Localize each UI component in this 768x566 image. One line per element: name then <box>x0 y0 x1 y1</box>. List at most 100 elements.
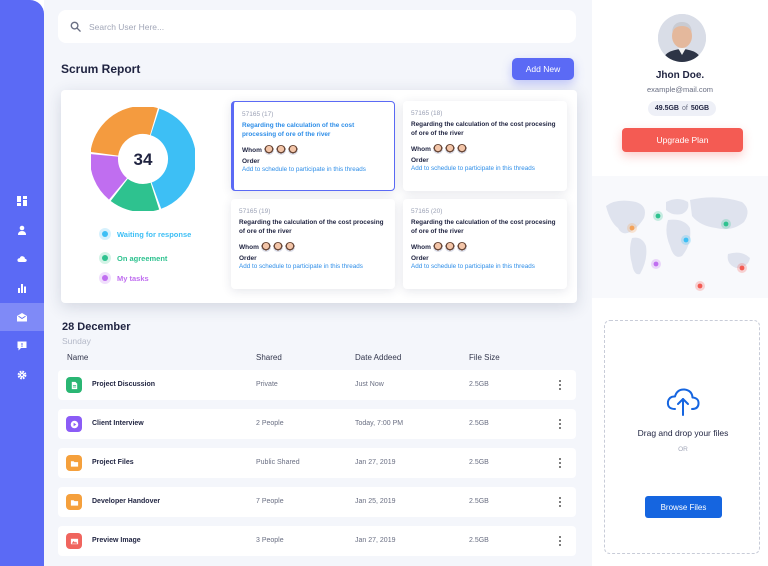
file-row[interactable]: Project Files Public Shared Jan 27, 2019… <box>58 448 576 478</box>
thread-card[interactable]: 57165 (19) Regarding the calculation of … <box>231 199 395 289</box>
play-icon <box>70 420 78 428</box>
file-name: Client Interview <box>92 420 144 427</box>
add-new-button[interactable]: Add New <box>512 58 574 80</box>
legend-dot <box>99 272 111 284</box>
chat-icon <box>17 341 27 351</box>
bar-chart-icon <box>18 284 26 293</box>
donut-segment-waiting <box>91 107 195 211</box>
file-size: 2.5GB <box>469 498 489 505</box>
nav-stats[interactable] <box>0 274 44 302</box>
column-header-shared[interactable]: Shared <box>256 353 282 362</box>
file-row[interactable]: Project Discussion Private Just Now 2.5G… <box>58 370 576 400</box>
more-options-icon[interactable] <box>557 378 563 392</box>
nav-user[interactable] <box>0 216 44 244</box>
map-markers <box>627 211 747 291</box>
scrum-report-panel: 34 Waiting for response On agreement My … <box>61 90 577 303</box>
search-icon <box>70 21 81 32</box>
schedule-link[interactable]: Add to schedule to participate in this t… <box>411 263 535 270</box>
avatar <box>287 145 298 155</box>
search-bar <box>58 10 576 43</box>
map-marker[interactable] <box>653 261 659 267</box>
file-shared: Public Shared <box>256 459 300 466</box>
map-marker[interactable] <box>655 213 661 219</box>
more-options-icon[interactable] <box>557 417 563 431</box>
map-marker[interactable] <box>683 237 689 243</box>
donut-segment-other <box>91 107 195 211</box>
file-row[interactable]: Developer Handover 7 People Jan 25, 2019… <box>58 487 576 517</box>
schedule-link[interactable]: Add to schedule to participate in this t… <box>242 166 366 173</box>
file-row[interactable]: Preview Image 3 People Jan 27, 2019 2.5G… <box>58 526 576 556</box>
thread-card[interactable]: 57165 (18) Regarding the calculation of … <box>403 101 567 191</box>
legend-waiting: Waiting for response <box>99 228 191 240</box>
map-marker[interactable] <box>723 221 729 227</box>
file-date: Just Now <box>355 381 384 388</box>
thread-card[interactable]: 57165 (20) Regarding the calculation of … <box>403 199 567 289</box>
storage-total: 50GB <box>690 105 710 112</box>
schedule-link[interactable]: Add to schedule to participate in this t… <box>411 165 535 172</box>
more-options-icon[interactable] <box>557 534 563 548</box>
files-date: 28 December <box>62 321 131 333</box>
browse-files-button[interactable]: Browse Files <box>645 496 722 518</box>
thread-title: Regarding the calculation of the cost pr… <box>411 219 556 235</box>
or-separator: OR <box>678 446 688 453</box>
thread-id: 57165 (18) <box>411 110 443 117</box>
file-size: 2.5GB <box>469 381 489 388</box>
thread-card[interactable]: 57165 (17) Regarding the calculation of … <box>231 101 395 191</box>
file-size: 2.5GB <box>469 420 489 427</box>
file-date: Jan 25, 2019 <box>355 498 396 505</box>
nav-settings[interactable] <box>0 361 44 389</box>
file-shared: 2 People <box>256 420 284 427</box>
avatar <box>444 144 455 154</box>
file-shared: 7 People <box>256 498 284 505</box>
avatar <box>275 145 286 155</box>
file-name: Project Discussion <box>92 381 156 388</box>
folder-icon <box>70 499 78 506</box>
donut-center <box>120 136 166 182</box>
column-header-name[interactable]: Name <box>67 353 89 362</box>
whom-row: Whom <box>411 242 559 252</box>
schedule-link[interactable]: Add to schedule to participate in this t… <box>239 263 363 270</box>
file-shared: Private <box>256 381 278 388</box>
column-header-date[interactable]: Date Addeed <box>355 353 402 362</box>
file-type-badge <box>66 455 82 471</box>
avatar <box>658 14 706 62</box>
avatar <box>456 144 467 154</box>
profile-photo[interactable] <box>658 14 706 62</box>
map-marker[interactable] <box>739 265 745 271</box>
whom-label: Whom <box>242 146 262 154</box>
right-panel: Jhon Doe. example@mail.com 49.5GB of 50G… <box>592 0 768 566</box>
file-row[interactable]: Client Interview 2 People Today, 7:00 PM… <box>58 409 576 439</box>
column-header-size[interactable]: File Size <box>469 353 500 362</box>
legend-agreement: On agreement <box>99 252 167 264</box>
map-marker[interactable] <box>697 283 703 289</box>
more-options-icon[interactable] <box>557 456 563 470</box>
main-content: Scrum Report Add New 34 Waiting for resp… <box>44 0 592 566</box>
upgrade-plan-button[interactable]: Upgrade Plan <box>622 128 743 152</box>
nav-inbox[interactable] <box>0 303 44 331</box>
map-marker[interactable] <box>629 225 635 231</box>
avatar <box>272 242 283 252</box>
file-name: Project Files <box>92 459 134 466</box>
search-input[interactable] <box>89 21 489 32</box>
storage-of: of <box>681 105 688 112</box>
nav-messages[interactable] <box>0 332 44 360</box>
storage-badge: 49.5GB of 50GB <box>648 101 716 116</box>
cloud-icon <box>17 256 27 262</box>
avatar <box>284 242 295 252</box>
whom-row: Whom <box>239 242 387 252</box>
legend-dot <box>99 228 111 240</box>
nav-dashboard[interactable] <box>0 187 44 215</box>
file-size: 2.5GB <box>469 459 489 466</box>
nav-cloud[interactable] <box>0 245 44 273</box>
avatar <box>444 242 455 252</box>
more-options-icon[interactable] <box>557 495 563 509</box>
file-type-badge <box>66 494 82 510</box>
file-name: Developer Handover <box>92 498 161 505</box>
thread-id: 57165 (19) <box>239 208 271 215</box>
user-name: Jhon Doe. <box>655 70 705 81</box>
file-drop-zone[interactable]: Drag and drop your files OR Browse Files <box>604 320 760 554</box>
file-type-badge <box>66 533 82 549</box>
world-map <box>606 197 750 275</box>
whom-row: Whom <box>242 145 386 155</box>
